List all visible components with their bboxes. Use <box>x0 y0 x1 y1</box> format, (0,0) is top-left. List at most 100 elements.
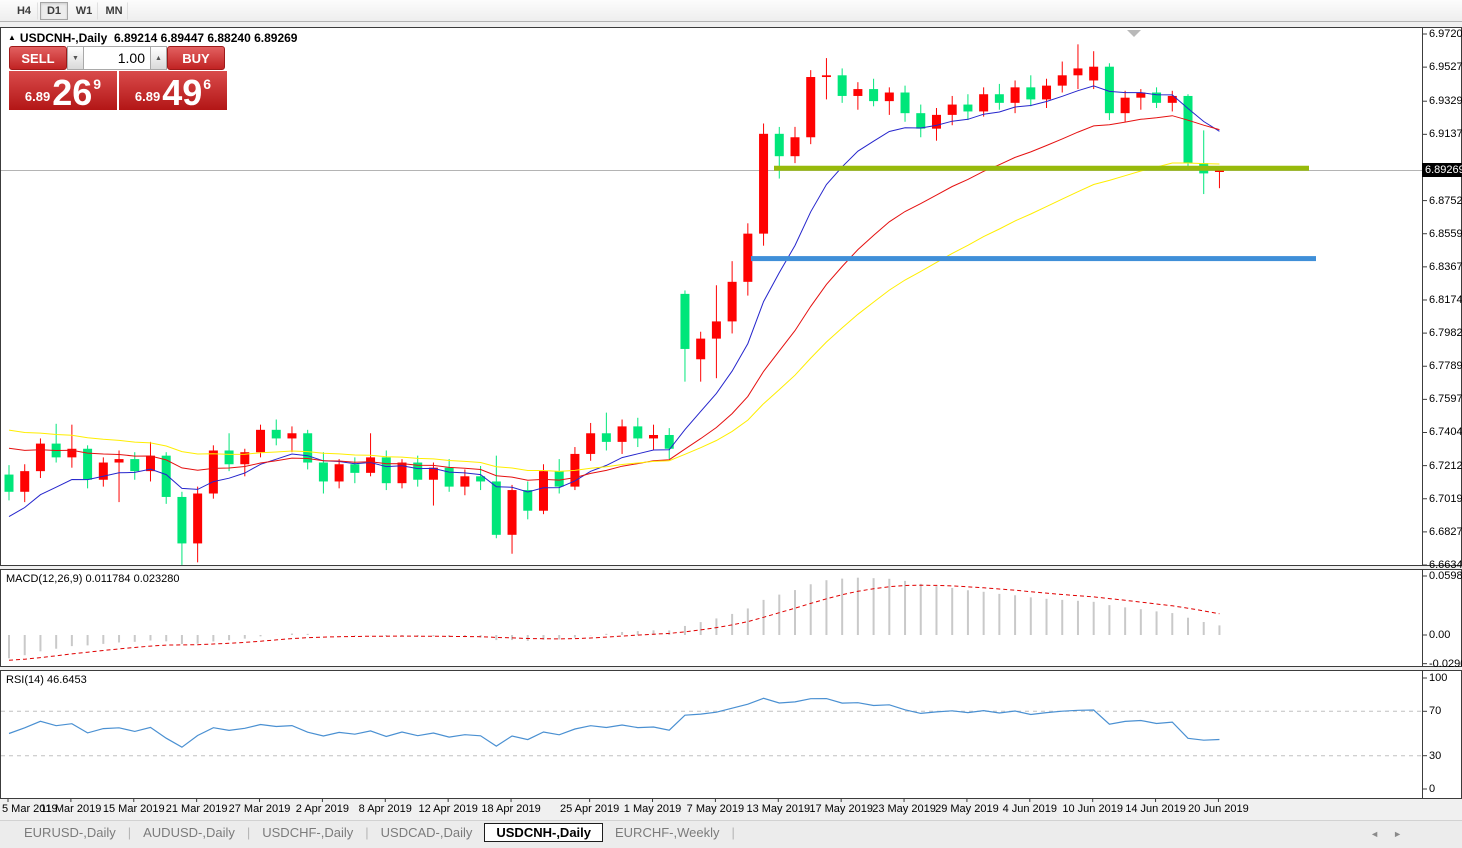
rsi-axis-label: 100 <box>1429 672 1448 684</box>
support-line[interactable] <box>751 256 1316 262</box>
current-price-badge: 6.89269 <box>1422 163 1462 178</box>
volume-increase-button[interactable]: ▲ <box>150 46 167 70</box>
macd-label: MACD(12,26,9) 0.011784 0.023280 <box>6 573 180 585</box>
candle <box>334 459 344 489</box>
candle <box>98 457 108 487</box>
date-axis-label: 5 Mar 2019 <box>2 803 58 815</box>
sell-price-prefix: 6.89 <box>24 89 51 104</box>
candle <box>193 486 203 563</box>
chart-header: ▲ USDCNH-,Daily 6.89214 6.89447 6.88240 6… <box>8 31 297 45</box>
chart-collapse-icon[interactable]: ▲ <box>8 33 16 42</box>
tab-usdcad-daily[interactable]: USDCAD-,Daily <box>380 825 473 840</box>
timeframe-button-mn[interactable]: MN <box>100 1 128 20</box>
candle <box>460 469 470 496</box>
candle <box>649 424 659 451</box>
tab-usdcnh-daily[interactable]: USDCNH-,Daily <box>484 823 603 842</box>
candle <box>1073 44 1083 90</box>
candle <box>35 438 45 479</box>
candle <box>491 455 501 539</box>
candle <box>224 433 234 472</box>
rsi-axis-label: 70 <box>1429 705 1442 718</box>
candle <box>837 68 847 103</box>
date-axis-label: 12 Apr 2019 <box>418 803 478 815</box>
tab-scroll-left-icon[interactable]: ◄ <box>1370 829 1380 839</box>
price-axis-label: 6.79820 <box>1429 327 1462 340</box>
candle <box>240 448 250 477</box>
tab-separator: | <box>365 825 369 840</box>
tab-usdchf-daily[interactable]: USDCHF-,Daily <box>262 825 354 840</box>
resistance-line[interactable] <box>774 165 1309 171</box>
date-axis-label: 10 Jun 2019 <box>1062 803 1123 815</box>
tab-separator: | <box>127 825 132 840</box>
tab-eurchf-weekly[interactable]: EURCHF-,Weekly <box>615 825 720 840</box>
price-axis-label: 6.83670 <box>1429 260 1462 273</box>
candle <box>1026 75 1036 107</box>
buy-price-prefix: 6.89 <box>134 89 161 104</box>
chart-tabs: EURUSD-,Daily | AUDUSD-,Daily | USDCHF-,Dail… <box>0 821 1462 843</box>
candle <box>790 126 800 164</box>
date-axis-label: 25 Apr 2019 <box>559 803 620 815</box>
volume-decrease-button[interactable]: ▼ <box>67 46 84 70</box>
candle <box>570 447 580 491</box>
candle <box>727 261 737 334</box>
candle <box>350 457 360 484</box>
date-axis-label: 18 Apr 2019 <box>481 803 541 815</box>
timeframe-button-w1[interactable]: W1 <box>70 1 98 20</box>
price-axis-label: 6.74045 <box>1429 426 1462 439</box>
date-axis-label: 20 Jun 2019 <box>1188 803 1249 815</box>
price-axis-label: 6.66345 <box>1429 559 1462 571</box>
one-click-trade-widget: SELL ▼ ▲ BUY 6.89 26 9 6.89 49 6 <box>9 46 227 113</box>
ma-slow-line <box>8 162 1220 472</box>
sell-button[interactable]: SELL <box>9 46 67 70</box>
volume-input[interactable] <box>84 46 150 70</box>
price-axis-label: 6.91370 <box>1429 128 1462 141</box>
chart-shift-marker-icon[interactable] <box>1127 30 1141 37</box>
date-axis-label: 1 May 2019 <box>623 803 682 815</box>
candle <box>1089 51 1099 90</box>
sell-price-big: 26 <box>52 72 93 113</box>
buy-button[interactable]: BUY <box>167 46 225 70</box>
candle <box>1183 94 1193 167</box>
sell-price-display[interactable]: 6.89 26 9 <box>9 71 117 113</box>
chart-tab-bar: EURUSD-,Daily | AUDUSD-,Daily | USDCHF-,Dail… <box>0 820 1462 848</box>
timeframe-button-d1[interactable]: D1 <box>40 1 68 20</box>
tab-scroll-right-icon[interactable]: ► <box>1393 829 1402 839</box>
tab-separator: | <box>246 825 251 840</box>
ma-fast-line <box>8 85 1220 518</box>
chart-ohlc-values: 6.89214 6.89447 6.88240 6.89269 <box>113 31 298 45</box>
candle <box>428 462 438 506</box>
candle <box>931 108 941 141</box>
price-axis-label: 6.93295 <box>1429 95 1462 108</box>
date-axis-label: 15 Mar 2019 <box>102 803 165 815</box>
candle <box>664 428 674 460</box>
candle <box>853 82 863 110</box>
tab-audusd-daily[interactable]: AUDUSD-,Daily <box>143 825 235 840</box>
candle <box>67 424 77 468</box>
buy-price-display[interactable]: 6.89 49 6 <box>119 71 227 111</box>
rsi-canvas <box>1 671 1427 798</box>
candle <box>177 491 187 565</box>
timeframe-button-h4[interactable]: H4 <box>10 1 38 20</box>
candle <box>601 412 611 451</box>
rsi-line <box>8 697 1220 748</box>
candle <box>759 123 769 246</box>
tab-eurusd-daily[interactable]: EURUSD-,Daily <box>24 825 116 840</box>
macd-signal-line <box>8 584 1220 661</box>
candle <box>4 465 14 501</box>
price-axis-label: 6.85595 <box>1429 227 1462 240</box>
candle <box>538 464 548 515</box>
main-chart-canvas[interactable] <box>1 28 1462 565</box>
candle <box>1120 90 1130 122</box>
date-axis-label: 27 Mar 2019 <box>228 803 291 815</box>
candle <box>1214 167 1224 189</box>
price-axis-label: 6.95275 <box>1429 61 1462 74</box>
date-axis-label: 7 May 2019 <box>686 803 745 815</box>
main-chart-panel: ▲ USDCNH-,Daily 6.89214 6.89447 6.88240 6… <box>0 27 1462 571</box>
price-axis-label: 6.81745 <box>1429 293 1462 306</box>
buy-price-pip: 6 <box>203 76 212 92</box>
candle <box>743 223 753 296</box>
date-axis-label: 29 May 2019 <box>935 803 999 815</box>
candle <box>1152 87 1162 109</box>
candle <box>287 426 297 453</box>
